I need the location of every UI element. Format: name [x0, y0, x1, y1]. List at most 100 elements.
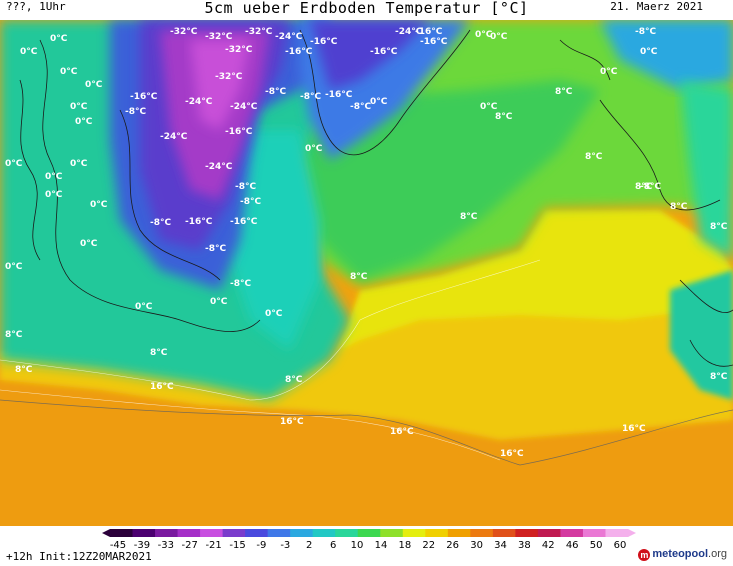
field-iberia — [670, 270, 733, 400]
temperature-label: -16°C — [370, 47, 398, 57]
temperature-label: 0°C — [490, 32, 508, 42]
valid-date: 21. Maerz 2021 — [610, 0, 703, 13]
temperature-label: -16°C — [225, 127, 253, 137]
legend-swatch — [132, 529, 156, 537]
temperature-label: -16°C — [415, 27, 443, 37]
field-ne-cold — [600, 20, 733, 90]
run-label: ???, 1Uhr — [6, 0, 66, 13]
legend-swatch — [447, 529, 471, 537]
legend-swatch — [605, 529, 629, 537]
temperature-label: -32°C — [170, 27, 198, 37]
legend-tick-label: 30 — [470, 540, 483, 548]
temperature-label: 0°C — [45, 190, 63, 200]
legend-min-cap — [102, 529, 110, 537]
temperature-label: 0°C — [305, 144, 323, 154]
temperature-label: 8°C — [710, 372, 728, 382]
temperature-label: -8°C — [150, 218, 171, 228]
temperature-label: -16°C — [230, 217, 258, 227]
temperature-label: -24°C — [230, 102, 258, 112]
temperature-label: 0°C — [480, 102, 498, 112]
field-magenta-core — [190, 40, 250, 130]
temperature-label: 0°C — [75, 117, 93, 127]
legend-max-cap — [628, 529, 636, 537]
legend-tick-label: 46 — [566, 540, 579, 548]
temperature-label: -16°C — [185, 217, 213, 227]
temperature-label: -32°C — [215, 72, 243, 82]
legend-tick-label: -9 — [256, 540, 266, 548]
color-legend: -45 -39 -33 -27 -21 -15 -9 -3 2 6 10 14 18 22 26 30 34 38… — [102, 529, 636, 548]
temperature-label: -8°C — [125, 107, 146, 117]
temperature-label: -8°C — [240, 197, 261, 207]
temperature-label: -24°C — [395, 27, 423, 37]
temperature-label: 0°C — [475, 30, 493, 40]
temperature-label: -24°C — [205, 162, 233, 172]
temperature-label: 8°C — [460, 212, 478, 222]
legend-tick-label: -21 — [205, 540, 221, 548]
temperature-label: 8°C — [670, 202, 688, 212]
temperature-labels: 0°C0°C0°C0°C0°C0°C0°C0°C0°C0°C0°C0°C0°C0… — [5, 27, 728, 459]
temperature-label: -8°C — [230, 279, 251, 289]
legend-tick-label: -33 — [158, 540, 174, 548]
temperature-label: -16°C — [325, 90, 353, 100]
temperature-label: -16°C — [285, 47, 313, 57]
legend-tick-label: 60 — [614, 540, 627, 548]
legend-tick-label: 26 — [446, 540, 459, 548]
legend-swatch — [402, 529, 426, 537]
temperature-label: 0°C — [80, 239, 98, 249]
isolines — [0, 259, 541, 461]
map-title: 5cm ueber Erdboden Temperatur [°C] — [204, 0, 529, 17]
legend-tick-label: 22 — [422, 540, 435, 548]
field-greenland-indigo — [310, 20, 430, 90]
temperature-label: -32°C — [225, 45, 253, 55]
temperature-label: 8°C — [710, 222, 728, 232]
temperature-label: -8°C — [640, 182, 661, 192]
meteopool-logo[interactable]: m meteopool.org — [638, 548, 727, 561]
temperature-label: 0°C — [50, 34, 68, 44]
legend-tick-label: -39 — [134, 540, 150, 548]
legend-swatch — [582, 529, 606, 537]
temperature-label: 8°C — [15, 365, 33, 375]
legend-swatch — [312, 529, 336, 537]
temperature-label: -32°C — [205, 32, 233, 42]
legend-swatch — [335, 529, 359, 537]
temperature-label: 8°C — [5, 330, 23, 340]
temperature-label: 0°C — [5, 159, 23, 169]
header-bar: ???, 1Uhr 5cm ueber Erdboden Temperatur … — [0, 0, 733, 20]
legend-swatch — [357, 529, 381, 537]
temperature-label: -8°C — [265, 87, 286, 97]
temperature-label: -8°C — [350, 102, 371, 112]
temperature-label: 16°C — [280, 417, 304, 427]
temperature-label: -24°C — [185, 97, 213, 107]
temperature-label: 8°C — [555, 87, 573, 97]
temperature-label: 0°C — [90, 200, 108, 210]
legend-tick-label: 6 — [330, 540, 336, 548]
legend-swatch — [177, 529, 201, 537]
temperature-label: 0°C — [20, 47, 38, 57]
legend-tick-label: 10 — [351, 540, 364, 548]
legend-swatch — [290, 529, 314, 537]
temperature-label: -16°C — [420, 37, 448, 47]
temperature-label: 8°C — [350, 272, 368, 282]
color-legend-bar — [102, 529, 636, 537]
logo-tld: .org — [708, 548, 727, 560]
init-label: +12h Init:12Z20MAR2021 — [6, 550, 152, 563]
temperature-label: 8°C — [635, 182, 653, 192]
legend-swatch — [537, 529, 561, 537]
temperature-label: 16°C — [390, 427, 414, 437]
temperature-label: -24°C — [275, 32, 303, 42]
temperature-label: -16°C — [310, 37, 338, 47]
temperature-label: -16°C — [130, 92, 158, 102]
temperature-label: 0°C — [640, 47, 658, 57]
temperature-label: 0°C — [600, 67, 618, 77]
field-light-green — [300, 80, 600, 280]
legend-tick-label: -3 — [280, 540, 290, 548]
temperature-map: 0°C0°C0°C0°C0°C0°C0°C0°C0°C0°C0°C0°C0°C0… — [0, 20, 733, 526]
temperature-label: 0°C — [135, 302, 153, 312]
legend-swatch — [470, 529, 494, 537]
meteopool-logo-icon: m — [638, 549, 651, 561]
legend-swatch — [560, 529, 584, 537]
temperature-label: 16°C — [150, 382, 174, 392]
legend-swatch — [267, 529, 291, 537]
legend-tick-label: 34 — [494, 540, 507, 548]
